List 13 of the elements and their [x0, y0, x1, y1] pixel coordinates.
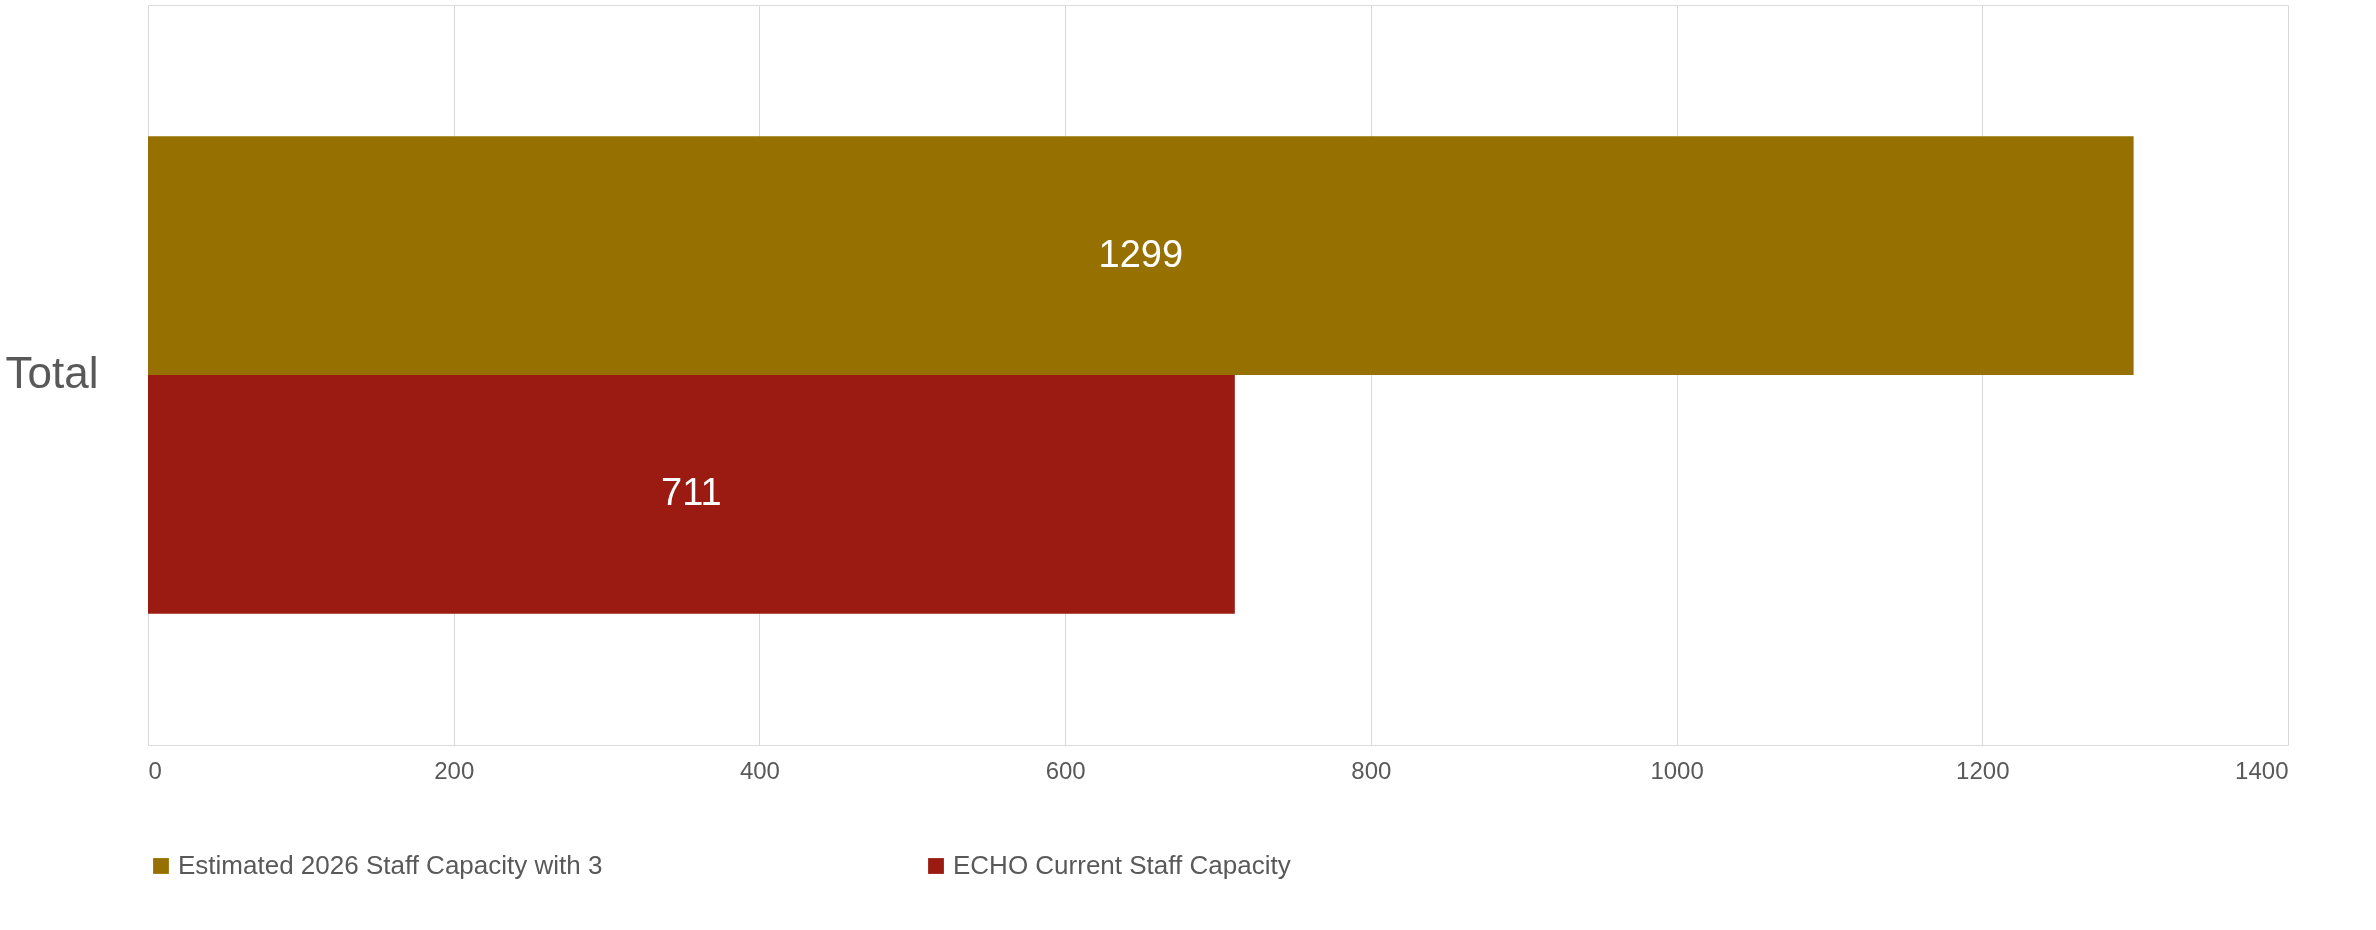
x-tick-label: 200: [434, 756, 475, 784]
x-tick-label: 1200: [1956, 756, 2010, 784]
x-tick-label: 0: [148, 756, 162, 784]
x-tick-label: 1000: [1650, 756, 1704, 784]
legend-label: ECHO Current Staff Capacity: [953, 850, 1291, 880]
x-tick-label: 600: [1045, 756, 1086, 784]
data-label: 1299: [1098, 232, 1184, 275]
y-tick-label: Total: [5, 348, 99, 397]
data-label: 711: [661, 471, 722, 514]
legend-label: Estimated 2026 Staff Capacity with 3: [178, 850, 603, 880]
x-tick-label: 400: [739, 756, 780, 784]
x-tick-label: 800: [1351, 756, 1392, 784]
x-tick-label: 1400: [2235, 756, 2289, 784]
